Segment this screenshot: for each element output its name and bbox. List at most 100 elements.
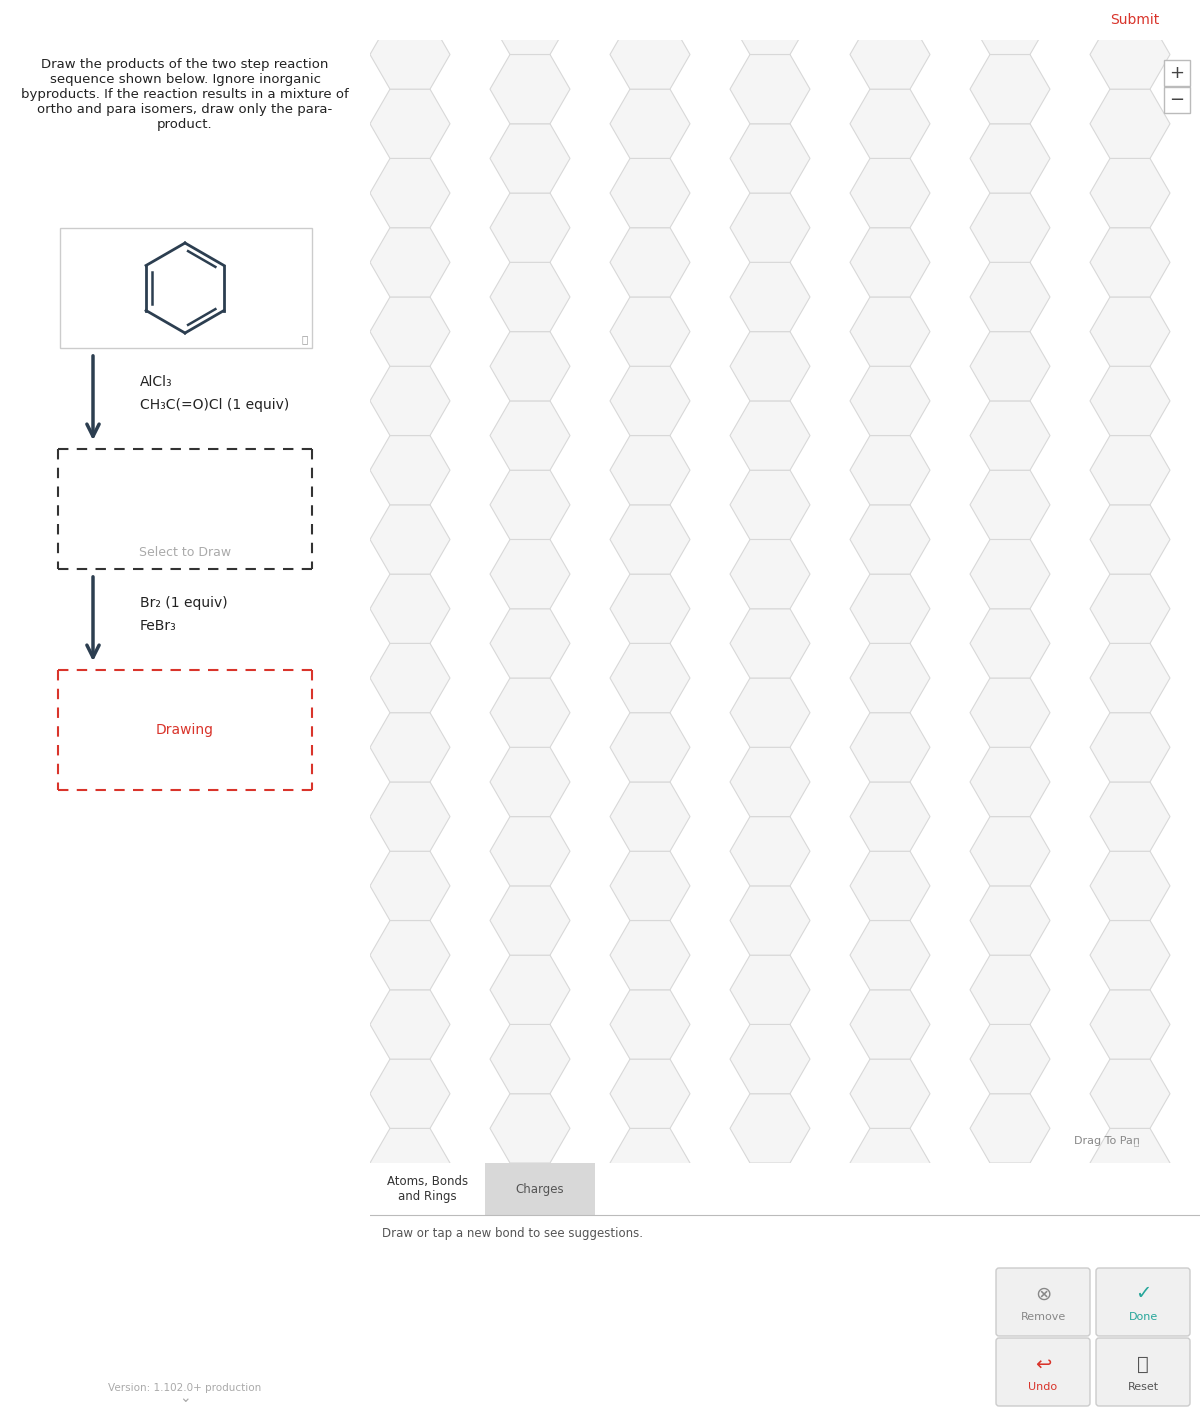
Polygon shape xyxy=(970,1163,1050,1232)
Polygon shape xyxy=(490,124,570,194)
Polygon shape xyxy=(970,194,1050,263)
Polygon shape xyxy=(370,920,450,989)
Polygon shape xyxy=(1090,989,1170,1060)
Polygon shape xyxy=(970,55,1050,124)
Text: Version: 1.102.0+ production: Version: 1.102.0+ production xyxy=(108,1383,262,1393)
Polygon shape xyxy=(370,1198,450,1267)
Text: ⊗: ⊗ xyxy=(1034,1284,1051,1303)
Polygon shape xyxy=(490,747,570,817)
Polygon shape xyxy=(850,989,930,1060)
Polygon shape xyxy=(610,435,690,504)
Polygon shape xyxy=(490,332,570,401)
Text: 🗑: 🗑 xyxy=(1138,1355,1148,1373)
Polygon shape xyxy=(610,1129,690,1198)
Polygon shape xyxy=(970,263,1050,332)
Polygon shape xyxy=(970,817,1050,886)
Polygon shape xyxy=(250,886,330,955)
FancyBboxPatch shape xyxy=(996,1338,1090,1406)
Text: ⌄: ⌄ xyxy=(179,1390,191,1405)
Text: CH₃C(=O)Cl (1 equiv): CH₃C(=O)Cl (1 equiv) xyxy=(140,398,289,413)
Bar xyxy=(485,1163,595,1215)
Bar xyxy=(370,1163,485,1215)
Polygon shape xyxy=(250,747,330,817)
Polygon shape xyxy=(970,609,1050,678)
Polygon shape xyxy=(1090,158,1170,227)
Polygon shape xyxy=(250,263,330,332)
Polygon shape xyxy=(490,955,570,1024)
Polygon shape xyxy=(250,55,330,124)
Polygon shape xyxy=(610,574,690,643)
Polygon shape xyxy=(610,89,690,158)
Polygon shape xyxy=(850,851,930,920)
Polygon shape xyxy=(610,227,690,297)
Polygon shape xyxy=(1090,1129,1170,1198)
Polygon shape xyxy=(1090,920,1170,989)
Polygon shape xyxy=(490,263,570,332)
Polygon shape xyxy=(850,504,930,574)
Polygon shape xyxy=(370,643,450,712)
Polygon shape xyxy=(730,955,810,1024)
Polygon shape xyxy=(610,504,690,574)
Text: −: − xyxy=(1170,90,1184,109)
Polygon shape xyxy=(610,920,690,989)
Polygon shape xyxy=(1090,227,1170,297)
Polygon shape xyxy=(610,851,690,920)
Polygon shape xyxy=(370,20,450,89)
FancyBboxPatch shape xyxy=(1096,1267,1190,1337)
Polygon shape xyxy=(490,1163,570,1232)
Polygon shape xyxy=(1090,781,1170,851)
Polygon shape xyxy=(850,227,930,297)
Text: +: + xyxy=(1170,64,1184,82)
Polygon shape xyxy=(850,781,930,851)
Polygon shape xyxy=(610,366,690,435)
Polygon shape xyxy=(1090,20,1170,89)
Polygon shape xyxy=(250,194,330,263)
Polygon shape xyxy=(730,678,810,747)
Polygon shape xyxy=(610,989,690,1060)
Polygon shape xyxy=(490,401,570,471)
Bar xyxy=(60,227,312,348)
Polygon shape xyxy=(970,678,1050,747)
Polygon shape xyxy=(490,540,570,609)
Polygon shape xyxy=(250,332,330,401)
Polygon shape xyxy=(730,747,810,817)
Text: Submit: Submit xyxy=(1110,13,1159,27)
Polygon shape xyxy=(1090,0,1170,20)
Polygon shape xyxy=(730,332,810,401)
Polygon shape xyxy=(970,401,1050,471)
Polygon shape xyxy=(970,1094,1050,1163)
Polygon shape xyxy=(1090,712,1170,781)
FancyBboxPatch shape xyxy=(1164,59,1190,86)
Polygon shape xyxy=(250,471,330,540)
Polygon shape xyxy=(970,332,1050,401)
Polygon shape xyxy=(850,1129,930,1198)
Polygon shape xyxy=(610,0,690,20)
Polygon shape xyxy=(490,471,570,540)
Text: Done: Done xyxy=(1128,1313,1158,1323)
Polygon shape xyxy=(370,89,450,158)
Polygon shape xyxy=(970,955,1050,1024)
Polygon shape xyxy=(250,401,330,471)
Polygon shape xyxy=(370,574,450,643)
Polygon shape xyxy=(850,574,930,643)
Polygon shape xyxy=(730,886,810,955)
Polygon shape xyxy=(850,920,930,989)
Text: 🖐: 🖐 xyxy=(1118,1136,1140,1146)
Polygon shape xyxy=(370,158,450,227)
Polygon shape xyxy=(610,712,690,781)
Polygon shape xyxy=(1090,366,1170,435)
Polygon shape xyxy=(970,747,1050,817)
Polygon shape xyxy=(370,712,450,781)
Text: ←: ← xyxy=(18,10,37,30)
Text: Atoms, Bonds
and Rings: Atoms, Bonds and Rings xyxy=(386,1176,468,1202)
Polygon shape xyxy=(1090,574,1170,643)
Polygon shape xyxy=(250,1024,330,1094)
Polygon shape xyxy=(730,471,810,540)
FancyBboxPatch shape xyxy=(1096,1338,1190,1406)
Text: Draw the products of the two step reaction
sequence shown below. Ignore inorgani: Draw the products of the two step reacti… xyxy=(22,58,349,131)
Polygon shape xyxy=(490,609,570,678)
Polygon shape xyxy=(1090,1198,1170,1267)
Polygon shape xyxy=(250,1094,330,1163)
Polygon shape xyxy=(370,504,450,574)
Polygon shape xyxy=(850,1198,930,1267)
